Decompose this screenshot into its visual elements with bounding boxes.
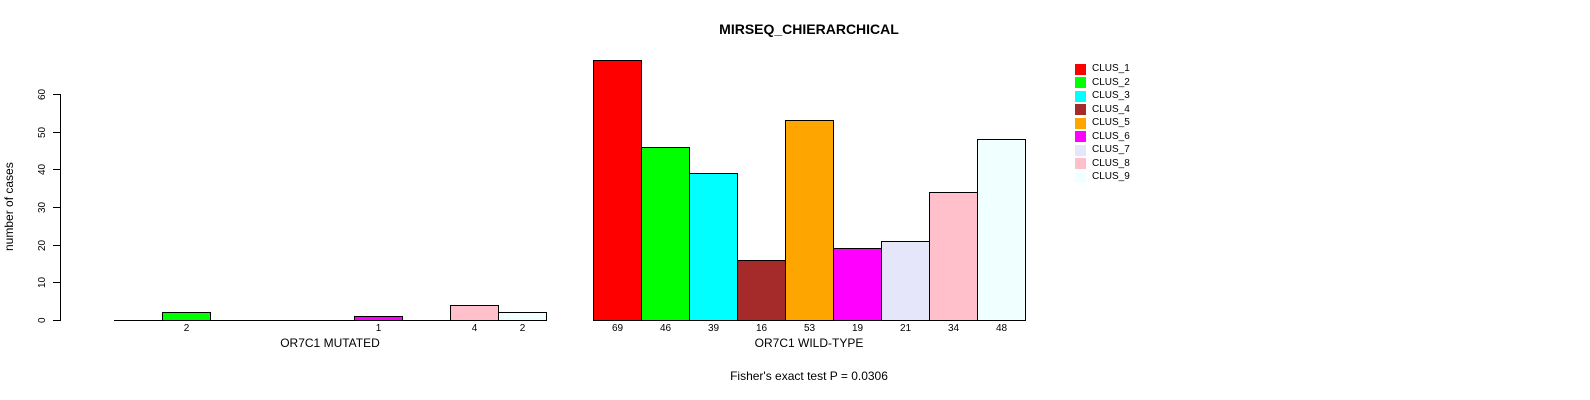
bar-clus_9 xyxy=(977,139,1026,320)
bar-clus_8 xyxy=(450,305,499,320)
legend-label: CLUS_1 xyxy=(1092,63,1130,74)
legend-swatch-clus_3 xyxy=(1075,90,1086,102)
bar-value-label: 48 xyxy=(995,323,1008,334)
y-tick-mark xyxy=(53,169,60,170)
bar-value-label: 39 xyxy=(707,323,720,334)
y-tick-mark xyxy=(53,132,60,133)
bar-value-label: 21 xyxy=(899,323,912,334)
y-tick-label: 40 xyxy=(37,163,48,175)
bar-value-label: 69 xyxy=(611,323,624,334)
y-tick-label: 10 xyxy=(37,276,48,288)
legend-swatch-clus_8 xyxy=(1075,158,1086,169)
legend-label: CLUS_9 xyxy=(1092,171,1130,182)
bar-value-label: 16 xyxy=(755,323,768,334)
legend-label: CLUS_2 xyxy=(1092,76,1130,88)
legend-swatch-clus_9 xyxy=(1075,171,1086,183)
legend-item: CLUS_3 xyxy=(1075,90,1130,102)
legend-item: CLUS_2 xyxy=(1075,77,1130,89)
fisher-test-annotation: Fisher's exact test P = 0.0306 xyxy=(730,369,888,383)
legend-item: CLUS_4 xyxy=(1075,104,1130,116)
group-label-mutated: OR7C1 MUTATED xyxy=(280,336,380,350)
legend-item: CLUS_6 xyxy=(1075,131,1130,143)
legend-item: CLUS_8 xyxy=(1075,158,1130,170)
legend-label: CLUS_5 xyxy=(1092,117,1130,128)
y-tick-mark xyxy=(53,94,60,95)
bar-clus_8 xyxy=(929,192,978,320)
bar-clus_6 xyxy=(833,248,882,320)
bar-value-label: 34 xyxy=(947,323,960,334)
y-tick-mark xyxy=(53,207,60,208)
legend-swatch-clus_2 xyxy=(1075,77,1086,88)
bar-value-label: 2 xyxy=(183,323,190,334)
y-tick-label: 50 xyxy=(37,126,48,138)
legend-swatch-clus_6 xyxy=(1075,131,1086,142)
bar-value-label: 53 xyxy=(803,323,816,334)
group-baseline xyxy=(114,320,547,321)
bar-clus_1 xyxy=(593,60,642,320)
legend-label: CLUS_7 xyxy=(1092,144,1130,155)
legend-label: CLUS_6 xyxy=(1092,130,1130,142)
bar-clus_4 xyxy=(737,260,786,320)
legend-swatch-clus_1 xyxy=(1075,63,1086,75)
bar-clus_2 xyxy=(162,312,211,320)
y-tick-label: 0 xyxy=(37,317,48,323)
y-tick-mark xyxy=(53,320,60,321)
y-axis-line xyxy=(60,94,61,321)
legend-swatch-clus_7 xyxy=(1075,144,1086,156)
bar-value-label: 19 xyxy=(851,323,864,334)
chart-title: MIRSEQ_CHIERARCHICAL xyxy=(719,21,899,37)
bar-clus_7 xyxy=(881,241,930,320)
legend-swatch-clus_5 xyxy=(1075,117,1086,129)
y-axis-label: number of cases xyxy=(2,162,16,252)
legend-item: CLUS_9 xyxy=(1075,171,1130,183)
bar-clus_6 xyxy=(354,316,403,320)
bar-value-label: 1 xyxy=(375,323,382,334)
legend-label: CLUS_8 xyxy=(1092,157,1130,169)
bar-clus_9 xyxy=(498,312,547,320)
y-tick-label: 20 xyxy=(37,239,48,251)
bar-clus_3 xyxy=(689,173,738,320)
legend-label: CLUS_3 xyxy=(1092,90,1130,101)
legend-item: CLUS_5 xyxy=(1075,117,1130,129)
legend-item: CLUS_1 xyxy=(1075,63,1130,75)
legend-swatch-clus_4 xyxy=(1075,104,1086,115)
bar-value-label: 4 xyxy=(471,323,478,334)
legend-label: CLUS_4 xyxy=(1092,103,1130,115)
legend-item: CLUS_7 xyxy=(1075,144,1130,156)
y-tick-label: 60 xyxy=(37,88,48,100)
y-tick-mark xyxy=(53,282,60,283)
bar-clus_2 xyxy=(641,147,690,320)
bar-value-label: 2 xyxy=(519,323,526,334)
bar-clus_5 xyxy=(785,120,834,320)
y-tick-mark xyxy=(53,245,60,246)
group-baseline xyxy=(593,320,1026,321)
group-label-wildtype: OR7C1 WILD-TYPE xyxy=(754,336,864,350)
bar-value-label: 46 xyxy=(659,323,672,334)
y-tick-label: 30 xyxy=(37,201,48,213)
